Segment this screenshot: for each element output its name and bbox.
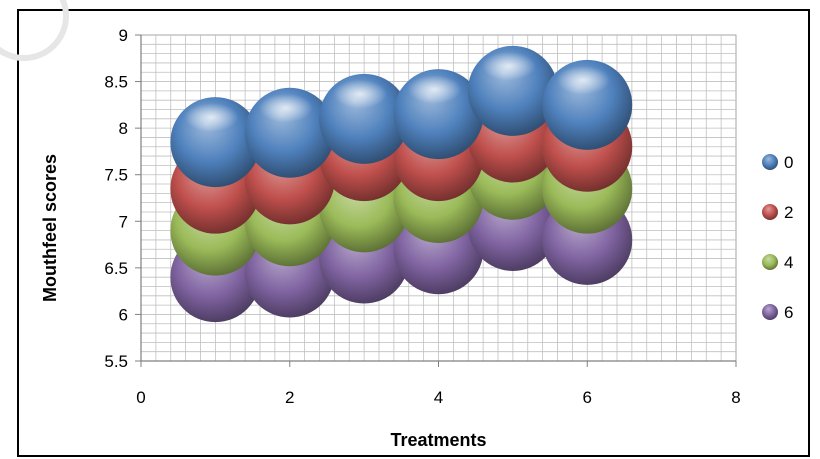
bubble-series-0 bbox=[393, 69, 484, 160]
y-axis-title: Mouthfeel scores bbox=[40, 154, 60, 302]
bubbles bbox=[170, 45, 633, 323]
legend-marker bbox=[762, 204, 778, 220]
y-tick-label: 9 bbox=[119, 26, 128, 45]
legend-label: 4 bbox=[784, 253, 793, 272]
bubble-highlight bbox=[556, 65, 611, 95]
bubble-highlight bbox=[333, 79, 388, 109]
legend-label: 6 bbox=[784, 303, 793, 322]
x-tick-label: 8 bbox=[731, 388, 740, 407]
legend-marker bbox=[762, 154, 778, 170]
bubble-series-0 bbox=[244, 87, 335, 178]
legend-item-2: 2 bbox=[762, 203, 793, 222]
legend-item-0: 0 bbox=[762, 153, 793, 172]
y-tick-label: 8 bbox=[119, 119, 128, 138]
bubble-series-0 bbox=[542, 59, 633, 150]
x-tick-label: 6 bbox=[583, 388, 592, 407]
corner-decoration bbox=[0, 0, 69, 61]
y-tick-label: 6 bbox=[119, 305, 128, 324]
legend: 0 2 4 6 bbox=[762, 153, 793, 322]
y-tick-label: 7.5 bbox=[104, 166, 128, 185]
y-tick-label: 7 bbox=[119, 212, 128, 231]
x-tick-label: 0 bbox=[136, 388, 145, 407]
bubble-series-0 bbox=[170, 97, 261, 188]
legend-label: 2 bbox=[784, 203, 793, 222]
y-tick-label: 8.5 bbox=[104, 73, 128, 92]
bubble-highlight bbox=[258, 93, 313, 123]
axes: 0 2 4 6 8 5.5 6 6.5 7 7.5 8 8.5 9 bbox=[104, 26, 740, 407]
y-tick-label: 5.5 bbox=[104, 352, 128, 371]
y-tick-label: 6.5 bbox=[104, 259, 128, 278]
bubble-highlight bbox=[184, 102, 239, 132]
bubble-series-0 bbox=[319, 73, 410, 164]
legend-marker bbox=[762, 304, 778, 320]
legend-label: 0 bbox=[784, 153, 793, 172]
bubble-highlight bbox=[407, 75, 462, 104]
bubble-series-0 bbox=[467, 45, 558, 136]
legend-item-4: 4 bbox=[762, 253, 793, 272]
x-tick-label: 4 bbox=[434, 388, 443, 407]
legend-marker bbox=[762, 254, 778, 270]
x-axis-title: Treatments bbox=[390, 430, 486, 450]
legend-item-6: 6 bbox=[762, 303, 793, 322]
bubble-highlight bbox=[481, 51, 536, 81]
x-tick-label: 2 bbox=[285, 388, 294, 407]
